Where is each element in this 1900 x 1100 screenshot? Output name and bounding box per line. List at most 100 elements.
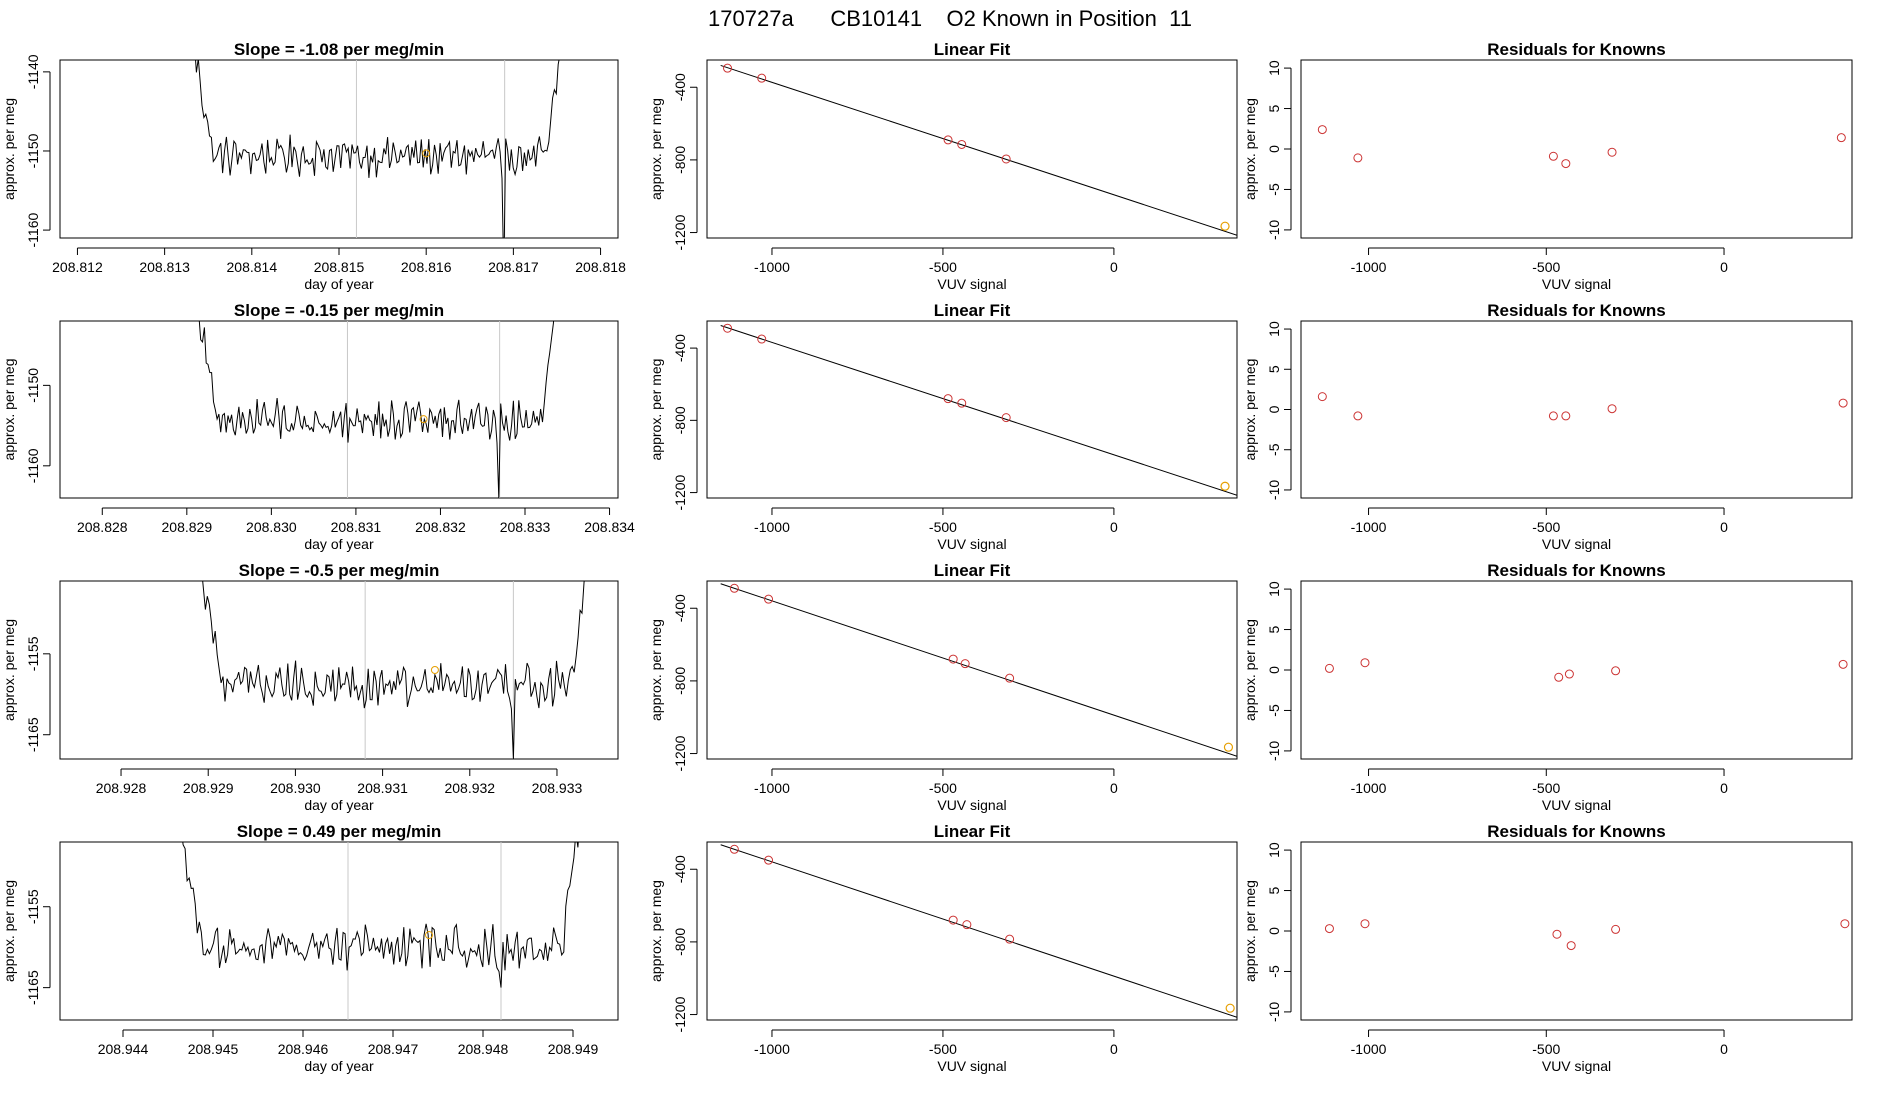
y-axis-label: approx. per meg <box>648 98 664 200</box>
y-tick-label: -400 <box>672 73 688 101</box>
x-tick-label: 208.949 <box>548 1041 599 1057</box>
residual-point <box>1561 159 1571 169</box>
residuals-title: Residuals for Knowns <box>1487 822 1666 841</box>
residual-point <box>1360 658 1370 668</box>
x-tick-label: 0 <box>1110 780 1118 796</box>
residual-point <box>1607 147 1617 157</box>
y-axis-label: approx. per meg <box>1 619 17 721</box>
y-tick-label: 5 <box>1266 625 1282 633</box>
residuals-plot-frame <box>1300 841 1853 1021</box>
y-tick-label: -800 <box>672 928 688 956</box>
residual-point <box>1836 133 1846 143</box>
linear-fit-title: Linear Fit <box>934 40 1011 59</box>
residuals-panel-row-1: Residuals for Knowns -1000 -500 0 VUV signal… <box>1242 40 1853 292</box>
y-axis-label: approx. per meg <box>1242 359 1258 461</box>
known-point <box>729 583 739 593</box>
y-axis-label: approx. per meg <box>1 98 17 200</box>
time-series-plot-frame <box>59 59 619 239</box>
residuals-title: Residuals for Knowns <box>1487 301 1666 320</box>
time-series-plot-frame <box>59 580 619 760</box>
x-axis-label: day of year <box>304 797 374 813</box>
sample-point-marker <box>419 415 428 424</box>
y-tick-label: -1160 <box>25 448 41 483</box>
x-tick-label: 208.830 <box>246 519 297 535</box>
sample-point-marker <box>1220 221 1230 231</box>
x-tick-label: 208.930 <box>270 780 321 796</box>
y-tick-label: -1165 <box>25 717 41 752</box>
page-title: 170727a CB10141 O2 Known in Position 11 <box>708 6 1192 31</box>
y-tick-label: -1200 <box>672 474 688 510</box>
x-tick-label: 0 <box>1720 519 1728 535</box>
sample-point-marker <box>430 666 439 674</box>
residual-point <box>1353 153 1363 163</box>
x-tick-label: 208.931 <box>357 780 408 796</box>
known-point <box>960 659 970 669</box>
fit-line <box>720 325 1237 496</box>
known-point <box>957 139 967 149</box>
y-tick-label: 10 <box>1266 842 1282 858</box>
time-series-plot-frame <box>59 841 619 1021</box>
y-tick-label: 10 <box>1266 581 1282 597</box>
x-tick-label: 208.832 <box>415 519 466 535</box>
y-tick-label: -800 <box>672 406 688 434</box>
known-point <box>1001 413 1011 423</box>
y-tick-label: -1165 <box>25 970 41 1005</box>
x-axis-label: day of year <box>304 276 374 292</box>
x-tick-label: 208.818 <box>575 259 626 275</box>
x-tick-label: 208.834 <box>584 519 635 535</box>
x-tick-label: 208.829 <box>162 519 213 535</box>
fit-line <box>720 583 1237 757</box>
known-point <box>1001 154 1011 164</box>
y-tick-label: -1200 <box>672 996 688 1032</box>
residual-point <box>1324 663 1334 673</box>
linear-fit-panel-row-2: Linear Fit -1000 -500 0 VUV signal -1200 -800 -… <box>648 301 1238 552</box>
known-point <box>1005 673 1015 683</box>
x-axis-label: VUV signal <box>937 1058 1006 1074</box>
residuals-panel-row-4: Residuals for Knowns -1000 -500 0 VUV signal… <box>1242 822 1853 1074</box>
residual-point <box>1317 125 1327 135</box>
residual-point <box>1840 919 1850 929</box>
x-tick-label: 0 <box>1720 1041 1728 1057</box>
residual-point <box>1317 392 1327 402</box>
x-tick-label: 208.944 <box>98 1041 149 1057</box>
y-axis-label: approx. per meg <box>648 619 664 721</box>
x-tick-label: -500 <box>1532 780 1560 796</box>
signal-trace-line <box>202 581 585 759</box>
x-tick-label: 208.812 <box>52 259 103 275</box>
residual-point <box>1611 666 1621 676</box>
linear-fit-title: Linear Fit <box>934 822 1011 841</box>
x-tick-label: -1000 <box>1351 519 1387 535</box>
y-tick-label: -400 <box>672 594 688 622</box>
linear-fit-plot-frame <box>706 841 1238 1021</box>
fit-line <box>720 64 1237 236</box>
x-tick-label: -500 <box>1532 519 1560 535</box>
residuals-plot-frame <box>1300 580 1853 760</box>
y-tick-label: -400 <box>672 334 688 362</box>
y-tick-label: 0 <box>1266 145 1282 153</box>
x-tick-label: 208.817 <box>488 259 539 275</box>
residual-point <box>1548 151 1558 161</box>
x-tick-label: -1000 <box>1351 780 1387 796</box>
y-tick-label: -1200 <box>672 735 688 771</box>
known-point <box>757 73 767 83</box>
signal-trace-line <box>198 321 555 498</box>
residual-point <box>1360 919 1370 929</box>
y-axis-label: approx. per meg <box>648 359 664 461</box>
time-series-plot-frame <box>59 320 619 499</box>
x-axis-label: VUV signal <box>937 797 1006 813</box>
y-tick-label: -1150 <box>25 133 41 168</box>
x-tick-label: -1000 <box>1351 1041 1387 1057</box>
linear-fit-panel-row-4: Linear Fit -1000 -500 0 VUV signal -1200 -800 -… <box>648 822 1238 1074</box>
time-series-panel-row-4: Slope = 0.49 per meg/min 208.944 208.945 20… <box>1 822 619 1074</box>
x-axis-label: day of year <box>304 1058 374 1074</box>
x-axis-label: VUV signal <box>1542 536 1611 552</box>
x-tick-label: 0 <box>1110 519 1118 535</box>
linear-fit-panel-row-1: Linear Fit -1000 -500 0 VUV signal -1200 -800 -… <box>648 40 1238 292</box>
y-axis-label: approx. per meg <box>1 359 17 461</box>
known-point <box>723 63 733 73</box>
residual-point <box>1607 404 1617 414</box>
residuals-plot-frame <box>1300 59 1853 239</box>
y-tick-label: 10 <box>1266 60 1282 76</box>
x-tick-label: 0 <box>1720 780 1728 796</box>
